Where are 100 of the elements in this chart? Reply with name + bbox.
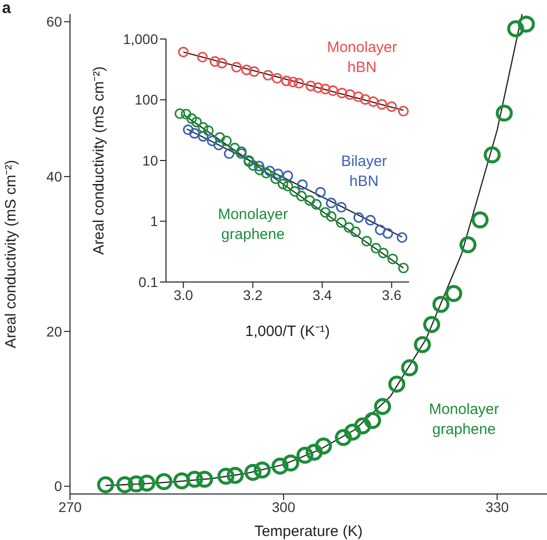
point [472,211,489,228]
point [254,160,264,172]
x-tick-label: 3.2 [243,286,263,303]
point [423,316,440,333]
point [305,80,316,92]
point [270,173,281,184]
point [198,131,208,142]
point [203,125,214,136]
point [221,136,232,146]
point [320,84,331,94]
point [304,195,316,206]
point [217,468,234,485]
point [229,142,240,154]
point [231,62,242,72]
point [496,104,513,122]
point [206,136,218,146]
point [281,76,292,86]
point [484,146,501,164]
series-label: Monolayer hBN [326,38,398,78]
point [180,108,192,120]
point [191,116,202,128]
point [182,124,194,136]
point [189,128,200,139]
point [282,170,294,182]
y-tick-label: 40 [46,168,62,185]
point [214,132,226,143]
point [432,296,450,313]
point [388,376,406,393]
point [241,64,252,76]
point [197,52,208,62]
point [336,217,347,228]
point [254,164,266,176]
point [272,458,289,475]
point [186,470,204,488]
point [336,88,348,98]
point [365,214,376,226]
point [248,160,258,171]
y-tick-label: 60 [46,14,62,30]
point [353,91,364,102]
point [344,424,362,441]
point [282,180,294,192]
point [401,359,418,376]
point [296,190,307,202]
point [262,70,274,81]
point [344,89,356,100]
point [361,236,372,246]
x-tick-label: 3.0 [174,286,194,303]
point [138,474,156,492]
point [378,248,389,258]
y-tick-label: 100 [134,92,158,108]
point [196,470,214,488]
y-tick-label: 0.1 [138,274,158,290]
point [414,336,431,354]
y-axis-title: Areal conductivity (mS cm⁻²) [2,160,20,348]
point [364,412,382,429]
point [272,168,284,180]
point [320,207,331,218]
point [264,166,276,176]
point [128,475,145,492]
point [216,58,228,68]
point [261,168,272,178]
point [173,472,190,490]
point [314,438,332,454]
y-tick-label: 1 [150,213,158,230]
point [360,94,371,105]
point [244,464,262,481]
point [374,398,392,416]
point [376,99,388,110]
y-tick-label: 1,000 [122,30,158,47]
point [374,224,386,236]
point [272,72,282,84]
point [518,16,535,33]
series-label: Monolayer graphene [216,205,290,245]
y-tick-label: 10 [142,152,158,168]
point [186,113,197,124]
point [326,198,337,208]
point [116,476,134,494]
point [210,56,220,67]
point [370,242,382,254]
point [398,106,409,116]
point [213,140,224,150]
point [334,428,352,446]
point [315,186,326,198]
x-tick-label: 3.4 [312,286,332,303]
point [224,148,234,159]
point [344,222,354,233]
x-tick-label: 330 [485,498,510,515]
point [296,446,314,464]
point [386,101,397,112]
point [97,476,114,494]
point [507,20,524,38]
point [326,211,337,222]
point [311,199,322,210]
x-tick-label: 3.6 [382,286,402,303]
x-axis-title: Temperature (K) [254,523,363,540]
y-tick-label: 0 [54,478,62,494]
point [382,228,394,239]
point [387,254,398,264]
point [178,46,189,58]
point [155,473,172,490]
